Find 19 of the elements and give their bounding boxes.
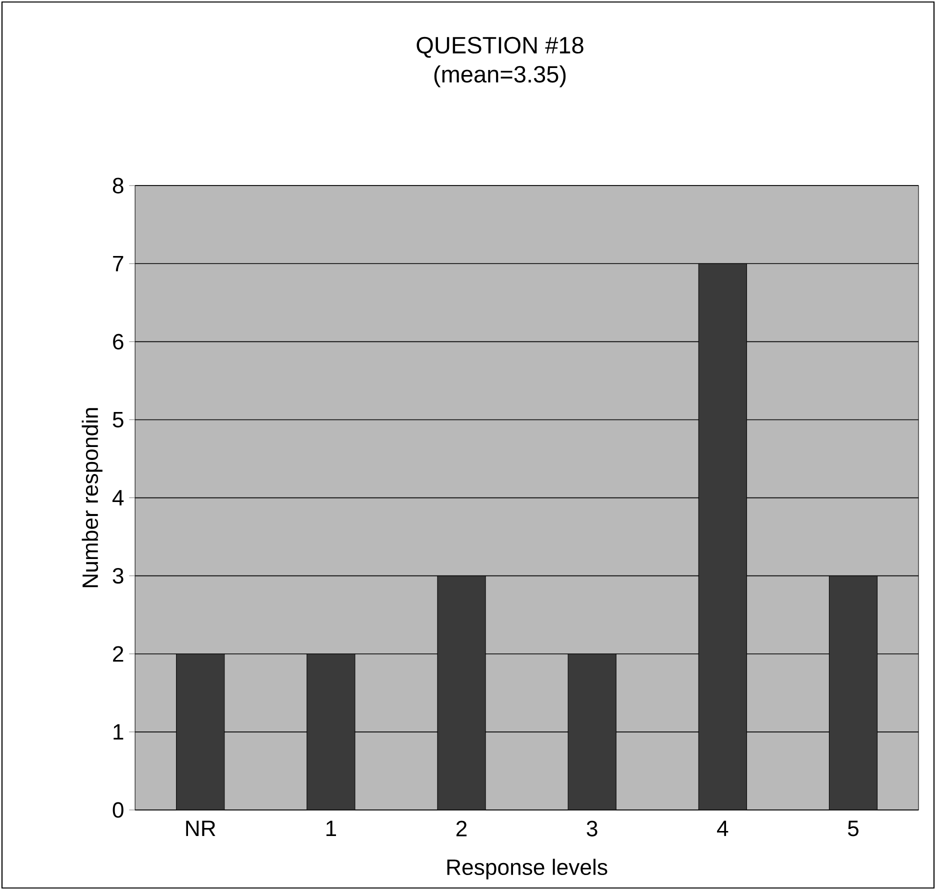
chart-subtitle: (mean=3.35) [434, 65, 566, 88]
x-tick-label: 1 [326, 820, 336, 836]
y-tick-label: 7 [113, 256, 124, 272]
y-tick-label: 1 [114, 724, 124, 740]
y-tick-label: 8 [112, 178, 124, 194]
x-tick-label: 2 [456, 820, 467, 836]
y-tick-label: 5 [112, 412, 124, 428]
x-tick-label: 3 [586, 820, 598, 836]
y-tick-label: 6 [113, 334, 124, 350]
x-tick-label: 4 [717, 820, 728, 836]
x-axis-title: Response levels [447, 858, 608, 880]
y-tick-label: 0 [112, 802, 124, 818]
chart-title: QUESTION #18 [416, 36, 584, 58]
x-tick-label: 5 [848, 820, 858, 836]
x-tick-label: NR [186, 820, 216, 836]
y-tick-label: 4 [112, 490, 124, 506]
y-tick-label: 3 [112, 568, 124, 584]
y-axis-title: Number respondin [82, 408, 102, 588]
y-tick-label: 2 [113, 646, 124, 662]
